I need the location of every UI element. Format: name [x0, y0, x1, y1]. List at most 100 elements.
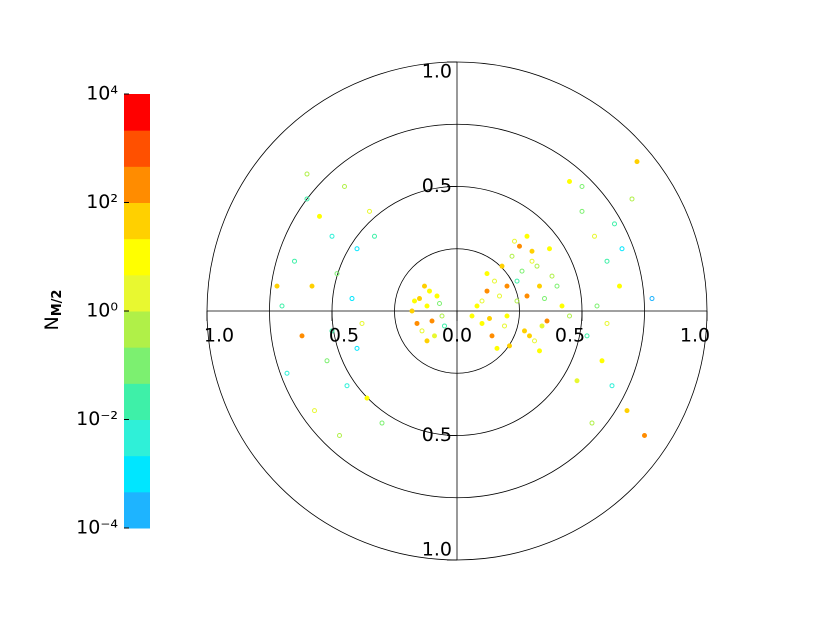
point [417, 296, 422, 302]
point [549, 273, 555, 279]
point [599, 358, 605, 364]
y-tick-label: 0.5 [422, 175, 452, 197]
point [422, 283, 427, 289]
point [539, 323, 545, 329]
point [324, 358, 330, 364]
point [304, 196, 310, 202]
point [507, 343, 512, 349]
point [412, 298, 417, 304]
point [354, 345, 360, 351]
colorbar-band [124, 274, 150, 312]
y-tick-label: 0.5 [422, 424, 452, 446]
point [579, 208, 585, 214]
point [519, 268, 525, 274]
point [537, 283, 542, 289]
point [337, 433, 342, 438]
colorbar-band [124, 347, 150, 384]
point [279, 303, 285, 309]
point [594, 303, 600, 309]
point [537, 348, 542, 354]
colorbar-label: N [41, 316, 63, 330]
point [567, 179, 572, 185]
point [584, 333, 590, 339]
colorbar-tick-label: 10⁻⁴ [76, 517, 118, 539]
point [547, 246, 552, 252]
point [504, 313, 510, 319]
point [442, 323, 447, 329]
point [424, 338, 430, 344]
point [492, 278, 497, 284]
point [312, 408, 317, 414]
point [504, 283, 510, 289]
point [512, 238, 517, 244]
point [592, 233, 597, 239]
point [609, 383, 615, 389]
point [342, 184, 347, 189]
point [579, 184, 585, 189]
colorbar-band [124, 130, 150, 167]
colorbar-band [124, 311, 150, 348]
point [619, 246, 625, 252]
point [559, 303, 565, 309]
point [317, 213, 322, 219]
point [364, 395, 370, 401]
point [542, 296, 547, 302]
point [534, 263, 540, 269]
colorbar-tick-label: 10⁻² [76, 408, 118, 430]
point [432, 333, 437, 339]
point [479, 298, 485, 304]
point [439, 313, 445, 319]
point [367, 208, 372, 214]
point [429, 318, 435, 324]
point [479, 320, 485, 326]
x-tick-label: 0.5 [329, 325, 359, 347]
point [474, 303, 480, 309]
colorbar-band [124, 166, 150, 203]
point [527, 333, 532, 339]
point [284, 370, 290, 376]
point [629, 196, 635, 202]
point [574, 378, 580, 384]
colorbar-tick-label: 10⁰ [86, 300, 118, 322]
colorbar-label-sub: M/2 [50, 290, 65, 317]
colorbar-band [124, 455, 150, 493]
point [349, 296, 355, 302]
point [589, 420, 595, 426]
point [544, 318, 550, 324]
point [642, 433, 647, 438]
colorbar-band [124, 491, 150, 529]
point [274, 283, 280, 289]
x-tick-label: 1.0 [204, 325, 234, 347]
point [409, 308, 415, 314]
point [434, 293, 440, 299]
point [414, 320, 420, 326]
x-tick-label: 0.5 [555, 325, 585, 347]
point [494, 345, 500, 351]
point [427, 288, 432, 294]
point [329, 233, 335, 239]
point [604, 320, 610, 326]
point [424, 303, 430, 309]
point [344, 383, 350, 389]
colorbar-band [124, 238, 150, 276]
colorbar-band [124, 94, 150, 131]
point [522, 328, 527, 334]
colorbar-tick-label: 10² [86, 191, 118, 213]
point [634, 159, 640, 165]
point [624, 408, 630, 414]
point [497, 293, 502, 299]
point [502, 323, 507, 329]
colorbar-band [124, 419, 150, 457]
point [469, 313, 475, 319]
point [379, 420, 385, 426]
x-tick-label: 1.0 [680, 325, 710, 347]
point [604, 258, 610, 264]
x-tick-label: 0.0 [442, 325, 472, 347]
point [532, 338, 537, 344]
point [499, 263, 505, 269]
point [489, 333, 495, 339]
point [334, 271, 340, 277]
point [529, 258, 535, 264]
y-tick-label: 1.0 [422, 539, 452, 561]
